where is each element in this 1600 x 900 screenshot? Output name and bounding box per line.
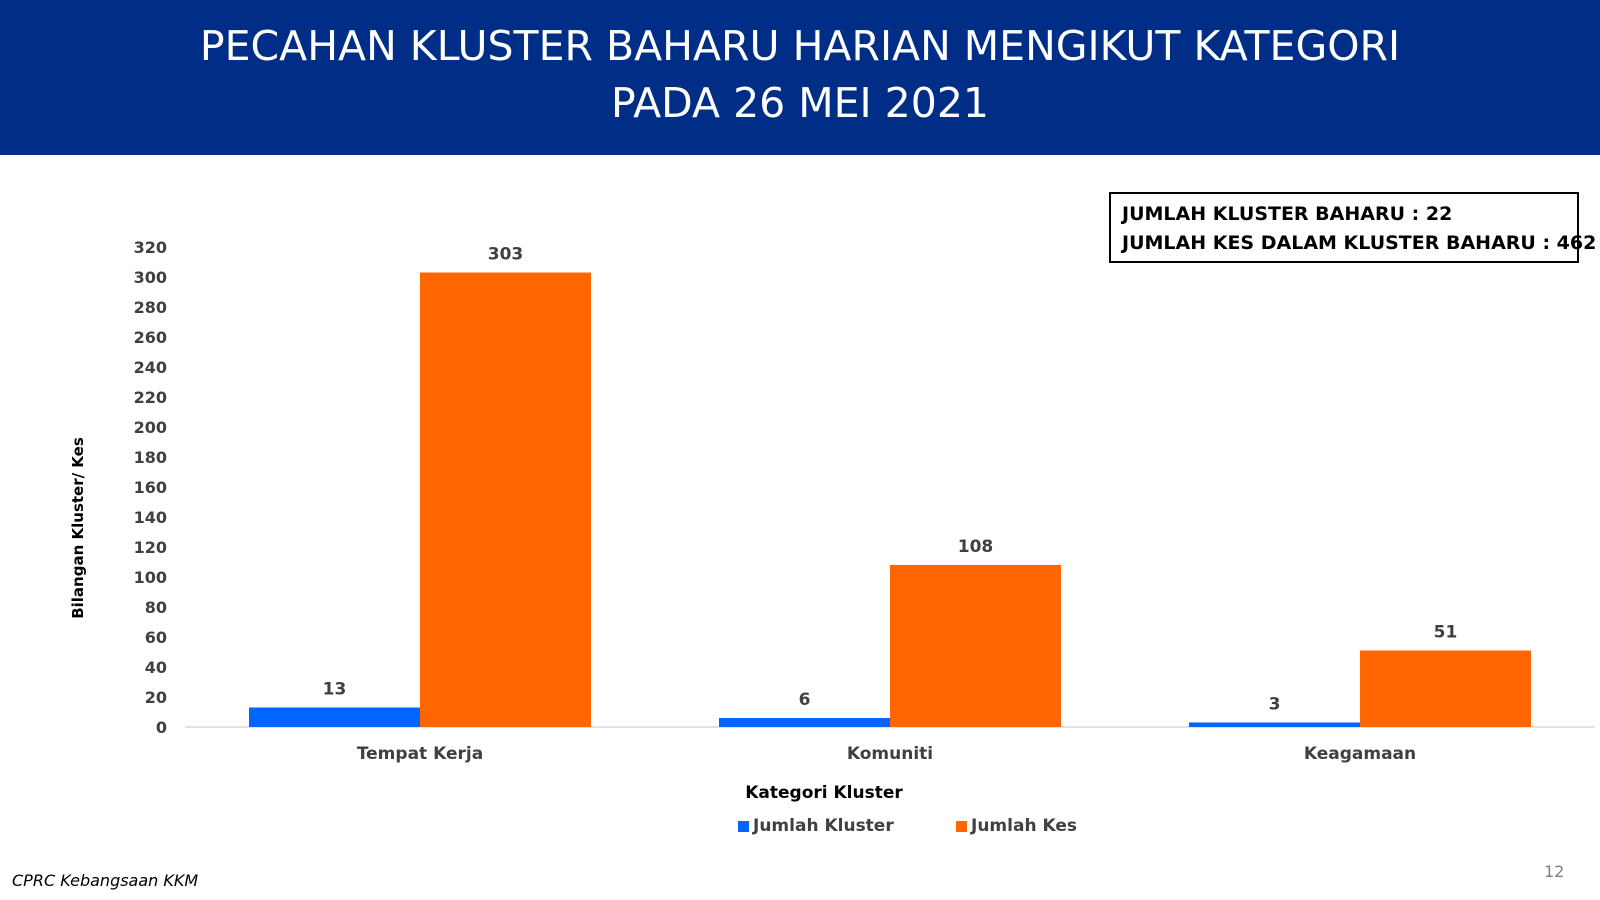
- title-banner: PECAHAN KLUSTER BAHARU HARIAN MENGIKUT K…: [0, 0, 1600, 155]
- legend-swatch-kluster: [738, 820, 749, 832]
- y-tick-label: 280: [134, 298, 167, 317]
- y-tick-label: 80: [145, 598, 167, 617]
- legend-swatch-kes: [956, 820, 967, 832]
- bar-jumlah-kluster: [1189, 722, 1360, 727]
- legend-item-kluster: Jumlah Kluster: [738, 816, 894, 836]
- y-tick-label: 0: [156, 718, 167, 737]
- bar-jumlah-kes: [420, 272, 591, 727]
- x-category-label: Komuniti: [847, 744, 933, 764]
- y-tick-label: 320: [134, 238, 167, 257]
- x-category-label: Keagamaan: [1304, 744, 1416, 764]
- summary-total-cases: JUMLAH KES DALAM KLUSTER BAHARU : 462: [1122, 232, 1597, 254]
- y-tick-label: 300: [134, 268, 167, 287]
- data-label: 108: [958, 537, 994, 557]
- bar-jumlah-kluster: [719, 718, 890, 727]
- source-credit: CPRC Kebangsaan KKM: [12, 871, 199, 890]
- summary-total-clusters: JUMLAH KLUSTER BAHARU : 22: [1122, 203, 1453, 225]
- summary-box: JUMLAH KLUSTER BAHARU : 22 JUMLAH KES DA…: [1109, 192, 1597, 263]
- bar-jumlah-kes: [1360, 650, 1531, 727]
- y-tick-label: 180: [134, 448, 167, 467]
- data-label: 51: [1434, 623, 1458, 643]
- y-axis-title: Bilangan Kluster/ Kes: [69, 437, 87, 619]
- page-title-line-2: PADA 26 MEI 2021: [610, 79, 990, 127]
- bar-jumlah-kes: [890, 565, 1061, 727]
- y-tick-label: 160: [134, 478, 167, 497]
- page-number: 12: [1544, 862, 1565, 881]
- legend-item-kes: Jumlah Kes: [956, 816, 1077, 836]
- x-category-label: Tempat Kerja: [357, 744, 483, 764]
- data-label: 303: [488, 245, 524, 265]
- y-tick-label: 240: [134, 358, 167, 377]
- legend-label-kluster: Jumlah Kluster: [753, 816, 894, 836]
- y-tick-label: 140: [134, 508, 167, 527]
- y-tick-label: 200: [134, 418, 167, 437]
- bar-jumlah-kluster: [249, 707, 420, 727]
- y-tick-label: 260: [134, 328, 167, 347]
- data-label: 6: [799, 690, 811, 710]
- y-tick-label: 220: [134, 388, 167, 407]
- y-tick-label: 40: [145, 658, 167, 677]
- page-title-line-1: PECAHAN KLUSTER BAHARU HARIAN MENGIKUT K…: [199, 22, 1401, 70]
- y-tick-label: 20: [145, 688, 167, 707]
- y-tick-label: 60: [145, 628, 167, 647]
- x-axis-title: Kategori Kluster: [745, 783, 903, 803]
- legend-label-kes: Jumlah Kes: [971, 816, 1077, 836]
- y-tick-label: 100: [134, 568, 167, 587]
- data-label: 3: [1269, 695, 1281, 715]
- y-tick-label: 120: [134, 538, 167, 557]
- data-label: 13: [323, 680, 347, 700]
